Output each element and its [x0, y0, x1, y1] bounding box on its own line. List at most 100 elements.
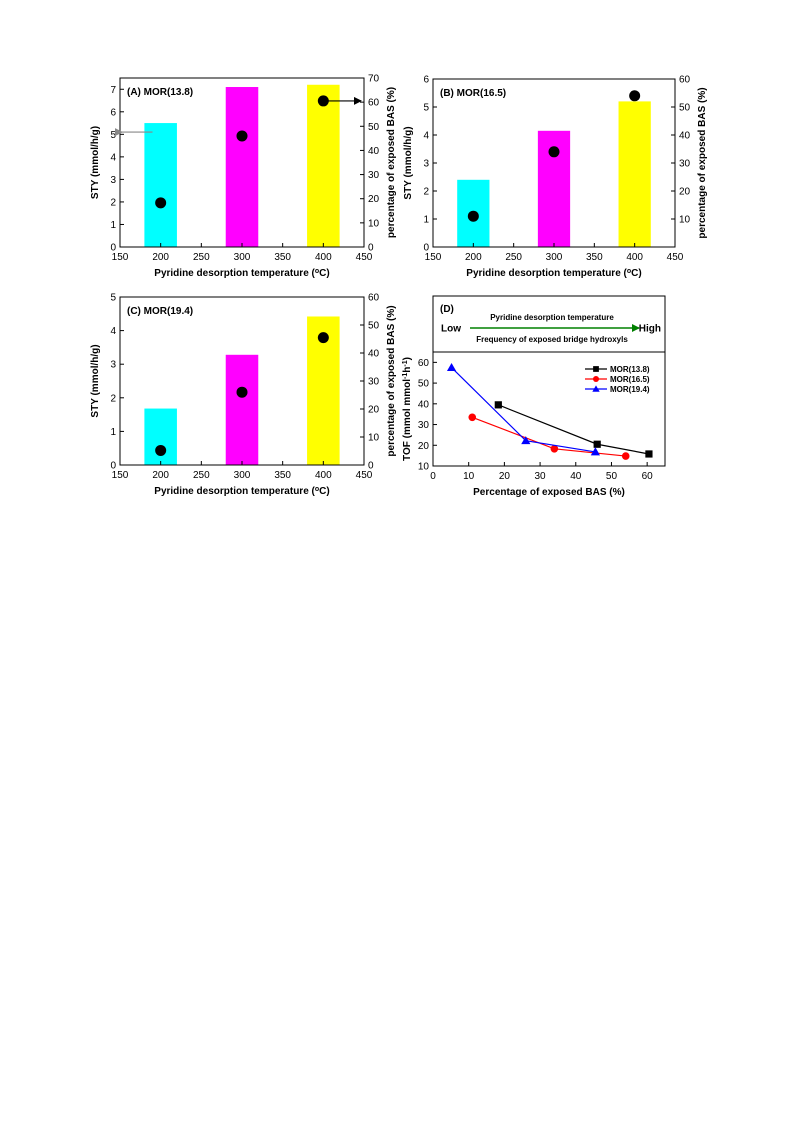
y-tick-label: 2	[110, 393, 116, 404]
y-tick-label: 3	[110, 360, 116, 371]
x-tick-label: 400	[315, 470, 332, 481]
y2-tick-label: 20	[368, 194, 380, 205]
y-tick-label: 40	[418, 399, 430, 410]
legend-label-3: MOR(19.4)	[610, 385, 650, 394]
x-tick-label: 200	[152, 252, 169, 263]
y2-axis-label: percentage of exposed BAS (%)	[386, 87, 397, 238]
y2-tick-label: 50	[368, 122, 380, 133]
x-axis-label: Percentage of exposed BAS (%)	[473, 487, 625, 498]
y2-tick-label: 20	[679, 187, 691, 198]
y2-tick-label: 20	[368, 405, 380, 416]
y2-tick-label: 60	[368, 98, 380, 109]
x-tick-label: 400	[315, 252, 332, 263]
bar-400	[307, 84, 340, 247]
panel-title: (A) MOR(13.8)	[127, 87, 193, 98]
y-tick-label: 4	[423, 131, 429, 142]
y-tick-label: 4	[110, 326, 116, 337]
series-2-point	[468, 413, 477, 422]
series-1-point	[645, 450, 653, 458]
y-axis-label: STY (mmol/h/g)	[90, 344, 101, 417]
annotation-below: Frequency of exposed bridge hydroxyls	[476, 335, 628, 344]
figure: 150 200 250 300 350 400 450 0 1 2 3 4 5 6 7 0 10 20 30 40 50…	[0, 0, 793, 520]
x-tick-label: 250	[505, 252, 522, 263]
y-tick-label: 1	[110, 220, 116, 231]
x-tick-label: 300	[234, 252, 251, 263]
bar-200	[144, 408, 177, 465]
x-tick-label: 250	[193, 252, 210, 263]
x-axis-label: Pyridine desorption temperature (oC)	[154, 268, 329, 280]
bar-300	[225, 87, 259, 247]
y2-tick-label: 40	[368, 349, 380, 360]
legend-marker-1	[593, 366, 599, 372]
y-axis-label: STY (mmol/h/g)	[90, 126, 101, 199]
series-1-point	[494, 401, 502, 409]
panel-title: (D)	[440, 304, 454, 315]
x-tick-label: 40	[570, 471, 582, 482]
series-3-point	[521, 436, 531, 445]
x-tick-label: 50	[606, 471, 618, 482]
y2-tick-label: 40	[368, 146, 380, 157]
y2-tick-label: 40	[679, 131, 691, 142]
y-tick-label: 20	[418, 441, 430, 452]
x-tick-label: 150	[112, 252, 129, 263]
series-line-1	[498, 404, 650, 455]
x-tick-label: 60	[642, 471, 654, 482]
y-tick-label: 10	[418, 462, 430, 473]
panel-title: (C) MOR(19.4)	[127, 306, 193, 317]
x-axis-label: Pyridine desorption temperature (oC)	[154, 486, 329, 498]
x-tick-label: 20	[499, 471, 511, 482]
series-line-3	[451, 367, 596, 453]
bas-point-300	[548, 146, 560, 158]
y-tick-label: 1	[423, 215, 429, 226]
legend-marker-2	[592, 375, 600, 383]
series-3-point	[446, 362, 457, 371]
bas-point-300	[236, 386, 248, 398]
x-tick-label: 10	[463, 471, 475, 482]
y-axis-label: STY (mmol/h/g)	[403, 126, 414, 199]
y-tick-label: 5	[110, 130, 116, 141]
legend-label-2: MOR(16.5)	[610, 375, 650, 384]
y2-tick-label: 60	[679, 75, 691, 86]
series-2-point	[621, 452, 630, 460]
x-tick-label: 0	[430, 471, 436, 482]
series-2-point	[550, 444, 559, 453]
x-tick-label: 30	[535, 471, 547, 482]
x-tick-label: 450	[356, 252, 373, 263]
y-axis-label: TOF (mmol mmol-1h-1)	[402, 357, 414, 461]
y2-tick-label: 10	[368, 433, 380, 444]
y-tick-label: 5	[110, 293, 116, 304]
y2-axis-label: percentage of exposed BAS (%)	[697, 87, 708, 238]
panel-title: (B) MOR(16.5)	[440, 88, 506, 99]
panel-b: 150 200 250 300 350 400 450 0 1 2 3 4 5 6 10 20 30 40 50 60…	[403, 75, 708, 280]
annotation-high: High	[639, 324, 661, 335]
x-tick-label: 350	[586, 252, 603, 263]
y-tick-label: 0	[423, 243, 429, 254]
y-tick-label: 30	[418, 420, 430, 431]
y2-tick-label: 0	[368, 243, 374, 254]
y2-tick-label: 50	[368, 321, 380, 332]
y2-tick-label: 60	[368, 293, 380, 304]
series-line-2	[472, 416, 626, 457]
plot-frame	[432, 295, 666, 467]
x-tick-label: 150	[425, 252, 442, 263]
panel-c: 150 200 250 300 350 400 4500123450102030405060…	[90, 293, 397, 498]
x-tick-label: 300	[546, 252, 563, 263]
y2-tick-label: 10	[368, 218, 380, 229]
x-tick-label: 350	[274, 470, 291, 481]
y2-tick-label: 70	[368, 74, 380, 85]
y-tick-label: 4	[110, 152, 116, 163]
x-tick-label: 450	[667, 252, 684, 263]
x-axis-label: Pyridine desorption temperature (oC)	[466, 268, 641, 280]
x-tick-label: 400	[626, 252, 643, 263]
figure-svg: 150 200 250 300 350 400 4500123456701020304050…	[90, 74, 708, 499]
y-tick-label: 60	[418, 358, 430, 369]
y2-tick-label: 10	[679, 215, 691, 226]
y-tick-label: 1	[110, 427, 116, 438]
y2-tick-label: 30	[368, 170, 380, 181]
x-tick-label: 300	[234, 470, 251, 481]
y2-tick-label: 30	[679, 159, 691, 170]
series-1-point	[593, 440, 601, 448]
y2-tick-label: 50	[679, 103, 691, 114]
y-tick-label: 0	[110, 461, 116, 472]
